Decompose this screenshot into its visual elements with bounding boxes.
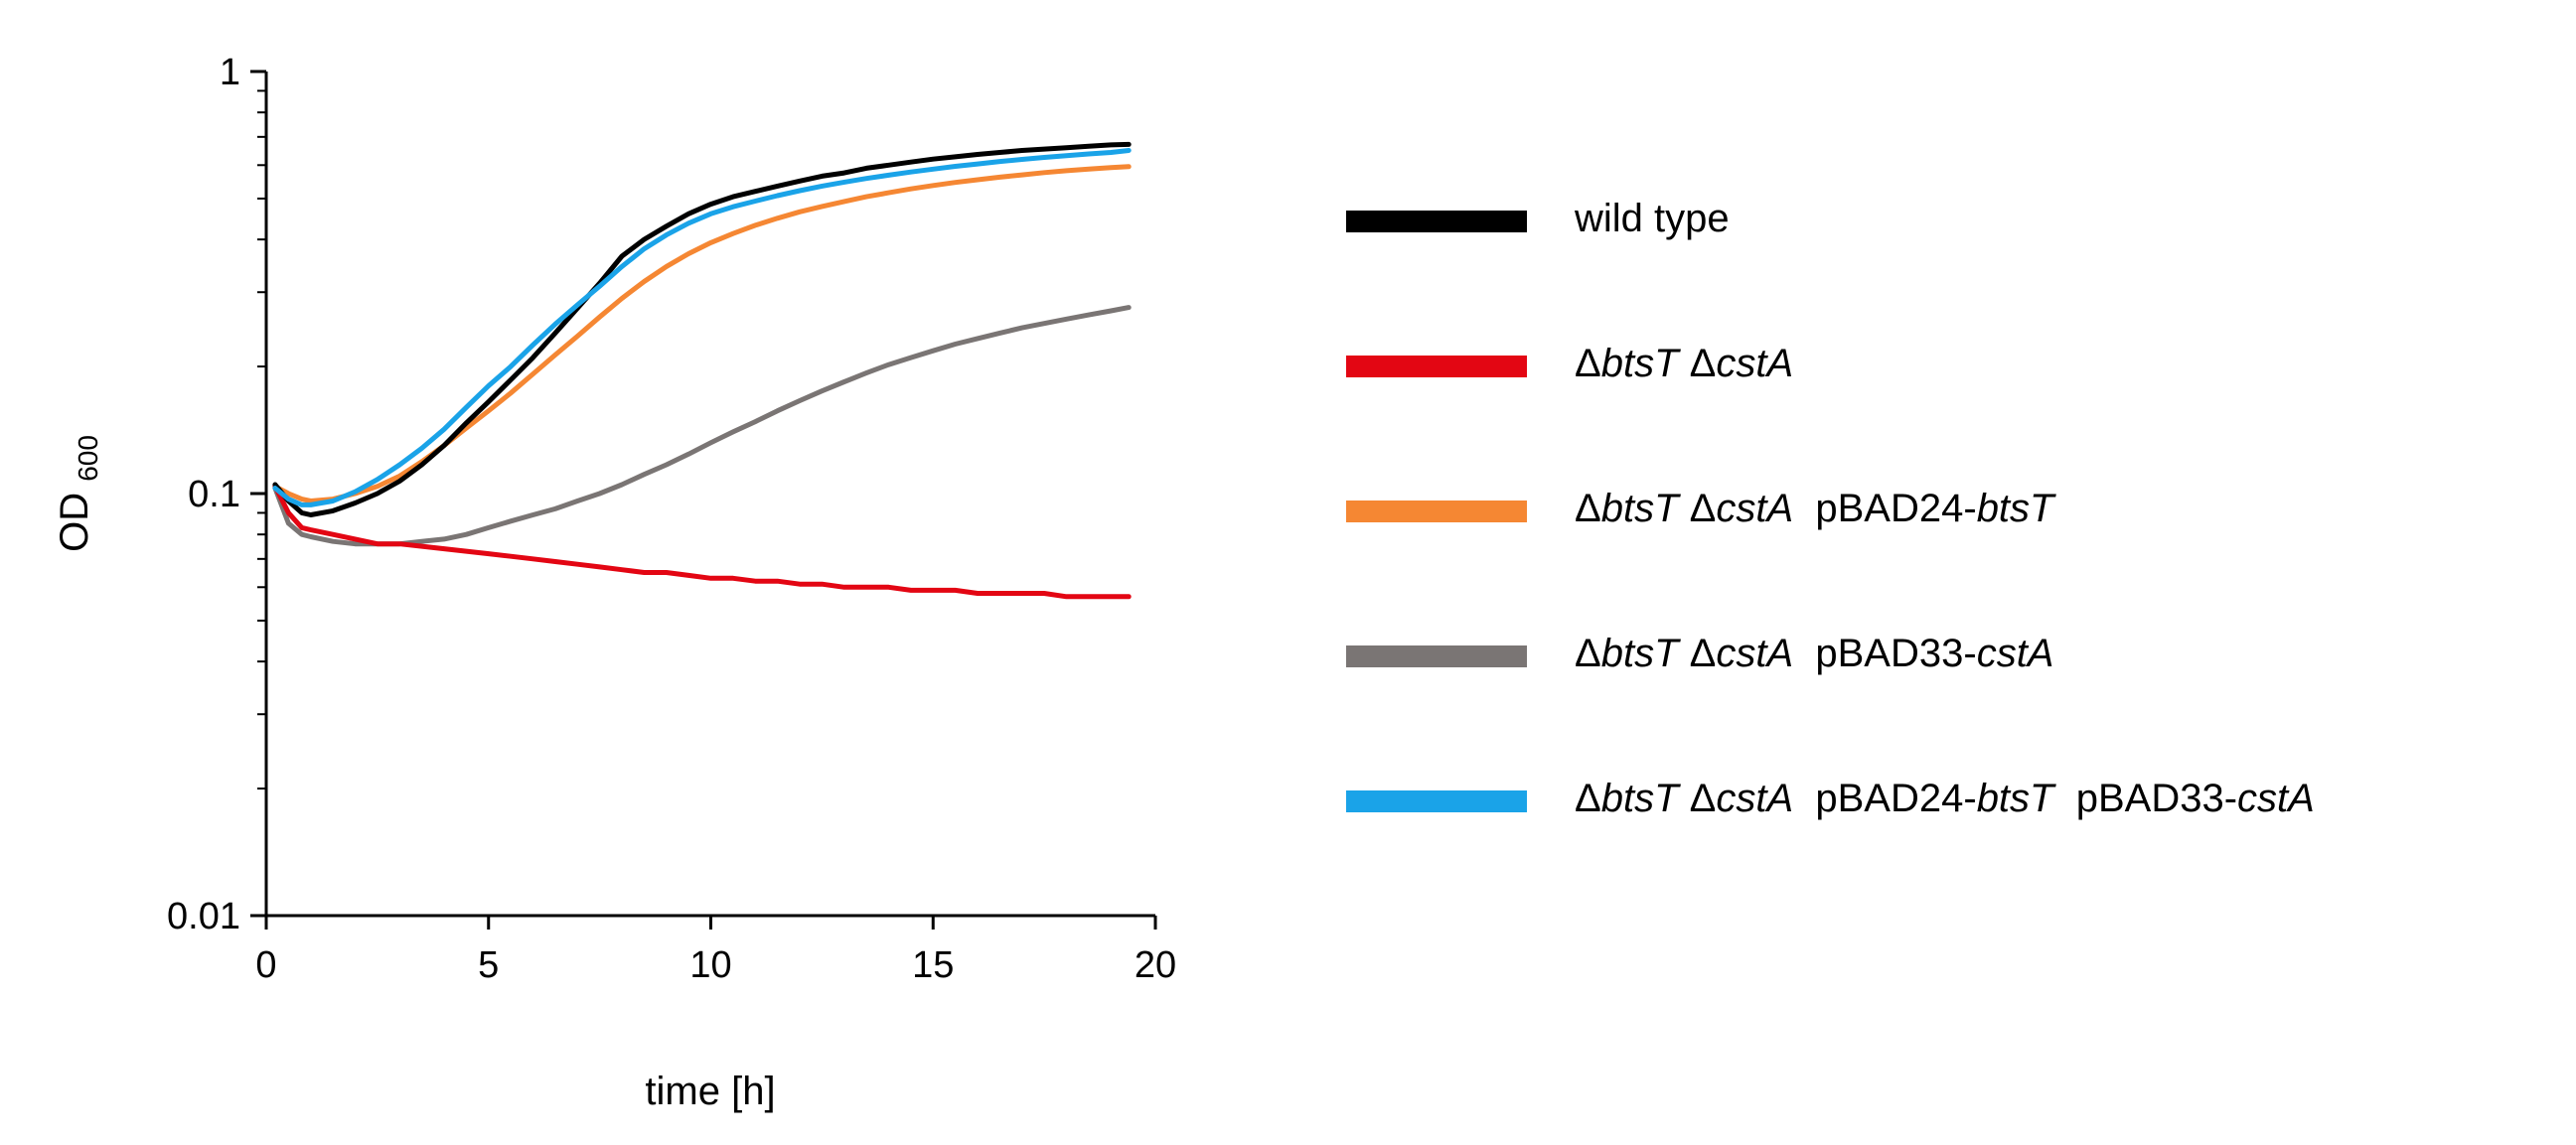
tick-labels: 0 5 10 15 20 0.01 0.1 1 <box>167 52 1176 986</box>
series-line-wild-type <box>272 141 1132 517</box>
legend-label-btsT-cstA-pBAD24: ΔbtsT ΔcstA pBAD24-btsT <box>1575 487 2054 530</box>
legend-item-wild-type: wild type <box>1346 189 2568 248</box>
x-tick-label: 15 <box>912 944 954 986</box>
axes <box>264 72 1155 918</box>
y-axis-title-subscript: 600 <box>73 435 103 482</box>
x-axis-title: time [h] <box>645 1070 775 1113</box>
legend-label-btsT-cstA: ΔbtsT ΔcstA <box>1575 342 1794 385</box>
y-tick-label: 0.1 <box>188 474 240 515</box>
legend-item-btsT-cstA-pBAD24: ΔbtsT ΔcstA pBAD24-btsT <box>1346 479 2568 538</box>
x-tick-label: 20 <box>1135 944 1176 986</box>
legend-item-btsT-cstA: ΔbtsT ΔcstA <box>1346 334 2568 393</box>
legend-swatch-wild-type <box>1346 211 1527 232</box>
legend-item-btsT-cstA-pBAD24-pBAD33: ΔbtsT ΔcstA pBAD24-btsT pBAD33-cstA <box>1346 769 2568 828</box>
y-tick-label: 0.01 <box>167 896 240 937</box>
y-axis-title-main: OD <box>53 493 96 552</box>
legend-item-btsT-cstA-pBAD33: ΔbtsT ΔcstA pBAD33-cstA <box>1346 624 2568 683</box>
legend-label-btsT-cstA-pBAD33: ΔbtsT ΔcstA pBAD33-cstA <box>1575 632 2054 675</box>
y-axis-title: OD 600 <box>53 435 103 552</box>
y-tick-label: 1 <box>220 52 240 93</box>
x-tick-label: 0 <box>255 944 276 986</box>
series-line-btsT-cstA-pBAD24-pBAD33 <box>272 148 1132 507</box>
series-line-btsT-cstA <box>272 484 1132 600</box>
ticks <box>250 70 1157 930</box>
series-line-btsT-cstA-pBAD33 <box>272 305 1132 547</box>
legend-swatch-btsT-cstA-pBAD33 <box>1346 645 1527 667</box>
series-line-btsT-cstA-pBAD24 <box>272 164 1132 503</box>
legend-label-wild-type: wild type <box>1575 197 1730 240</box>
legend-swatch-btsT-cstA-pBAD24-pBAD33 <box>1346 790 1527 812</box>
x-tick-label: 5 <box>478 944 499 986</box>
plot-lines <box>272 141 1132 600</box>
legend-swatch-btsT-cstA <box>1346 356 1527 377</box>
legend-swatch-btsT-cstA-pBAD24 <box>1346 501 1527 522</box>
x-tick-label: 10 <box>689 944 731 986</box>
legend-label-btsT-cstA-pBAD24-pBAD33: ΔbtsT ΔcstA pBAD24-btsT pBAD33-cstA <box>1575 777 2315 820</box>
